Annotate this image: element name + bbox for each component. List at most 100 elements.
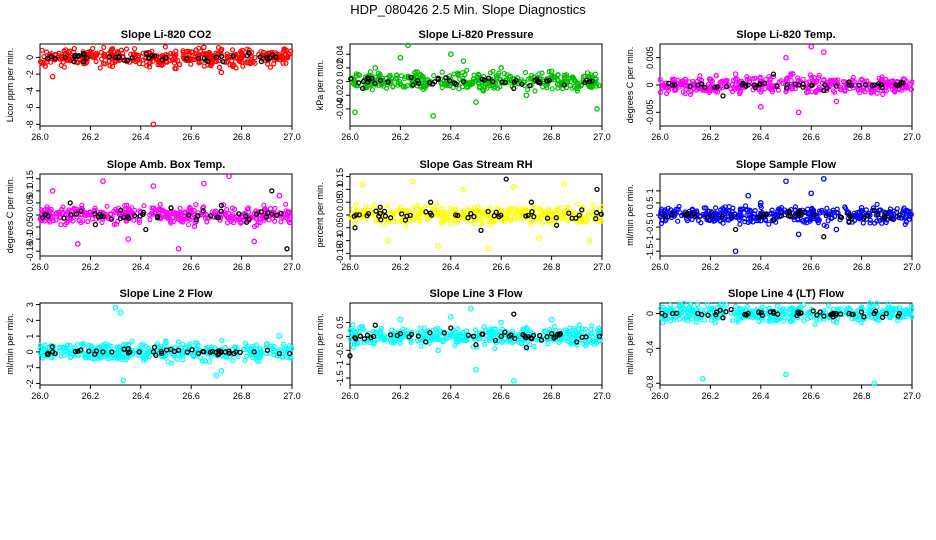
data-point-selected [196, 55, 202, 62]
panel-title: Slope Sample Flow [736, 159, 837, 171]
data-point-selected [798, 209, 804, 215]
data-point-selected [498, 212, 504, 219]
data-point [766, 85, 773, 91]
data-point-selected [579, 207, 585, 213]
data-point [98, 49, 105, 56]
data-point [891, 87, 897, 93]
y-tick-label: 0.15 [335, 168, 345, 186]
data-point [57, 56, 63, 62]
data-point-selected [422, 339, 429, 345]
data-point [586, 237, 593, 244]
data-point-selected [872, 308, 879, 314]
data-point [909, 306, 915, 312]
y-tick-label: -1 [335, 360, 345, 368]
data-point [896, 305, 903, 312]
data-point [175, 339, 181, 345]
data-point [769, 318, 775, 324]
data-point-selected [882, 214, 888, 221]
data-point [206, 359, 212, 365]
data-point-selected [666, 80, 672, 87]
data-point-selected [672, 82, 678, 88]
data-point [257, 220, 263, 226]
data-point-selected [186, 212, 192, 218]
data-point [129, 338, 135, 344]
data-point [718, 207, 724, 213]
data-point [579, 337, 585, 343]
data-point-selected [143, 51, 149, 57]
data-point-selected [894, 83, 901, 89]
data-point [53, 217, 59, 223]
x-tick-label: 26.0 [651, 132, 669, 142]
data-point [140, 50, 146, 56]
data-point [676, 203, 682, 210]
data-point [74, 241, 81, 247]
data-point [462, 338, 468, 344]
data-point-selected [80, 59, 87, 65]
x-tick-label: 26.4 [132, 132, 150, 142]
data-point [566, 331, 573, 337]
data-point-selected [538, 337, 545, 343]
data-point-selected [503, 176, 509, 182]
data-point [816, 217, 822, 223]
data-point-selected [237, 349, 243, 356]
data-point [505, 209, 511, 215]
data-point [63, 348, 69, 354]
x-tick-label: 26.8 [233, 262, 251, 272]
data-point [518, 77, 524, 83]
data-point-selected [544, 215, 551, 221]
data-point-selected [348, 76, 354, 82]
data-point [62, 221, 68, 227]
data-point-selected [205, 58, 211, 65]
data-point-selected [511, 79, 518, 85]
x-tick-label: 26.6 [802, 391, 820, 401]
data-point-selected [561, 82, 567, 88]
data-point [67, 342, 73, 348]
data-point [256, 355, 262, 361]
data-point [354, 341, 360, 347]
data-point [195, 210, 201, 216]
data-point [838, 306, 844, 312]
data-point [150, 58, 156, 64]
data-point [751, 211, 757, 217]
data-point [573, 341, 580, 348]
data-point [704, 211, 710, 217]
data-point-selected [576, 212, 582, 218]
data-point [783, 371, 789, 378]
panel-title: Slope Gas Stream RH [419, 159, 532, 171]
data-point [687, 91, 694, 98]
data-point-selected [699, 81, 705, 87]
data-point-selected [742, 311, 748, 318]
data-point [476, 85, 482, 91]
data-point-selected [821, 313, 827, 319]
data-point [183, 216, 190, 222]
data-point-selected [492, 337, 499, 344]
data-point [833, 319, 840, 326]
data-point [288, 48, 294, 54]
data-point [800, 76, 806, 82]
data-point [559, 336, 565, 342]
panel-title: Slope Line 4 (LT) Flow [728, 288, 844, 300]
data-point-selected [159, 57, 165, 63]
data-point [853, 314, 859, 320]
data-point [123, 354, 129, 360]
x-tick-label: 26.6 [802, 132, 820, 142]
data-point [455, 326, 461, 332]
data-point-selected [368, 335, 374, 341]
data-point [713, 72, 720, 79]
data-point [850, 74, 856, 80]
data-point-selected [480, 331, 486, 337]
data-point [58, 353, 64, 359]
data-point-selected [864, 213, 870, 219]
data-point [498, 319, 505, 326]
data-point-selected [201, 55, 207, 61]
y-tick-label: -1.5 [645, 243, 655, 259]
data-point [446, 211, 452, 217]
data-point [479, 216, 485, 222]
data-point [548, 74, 555, 80]
data-point [436, 213, 442, 219]
data-point [719, 78, 725, 84]
data-point [677, 301, 684, 308]
data-point [347, 327, 353, 333]
data-point [132, 46, 138, 52]
data-point [394, 72, 400, 78]
